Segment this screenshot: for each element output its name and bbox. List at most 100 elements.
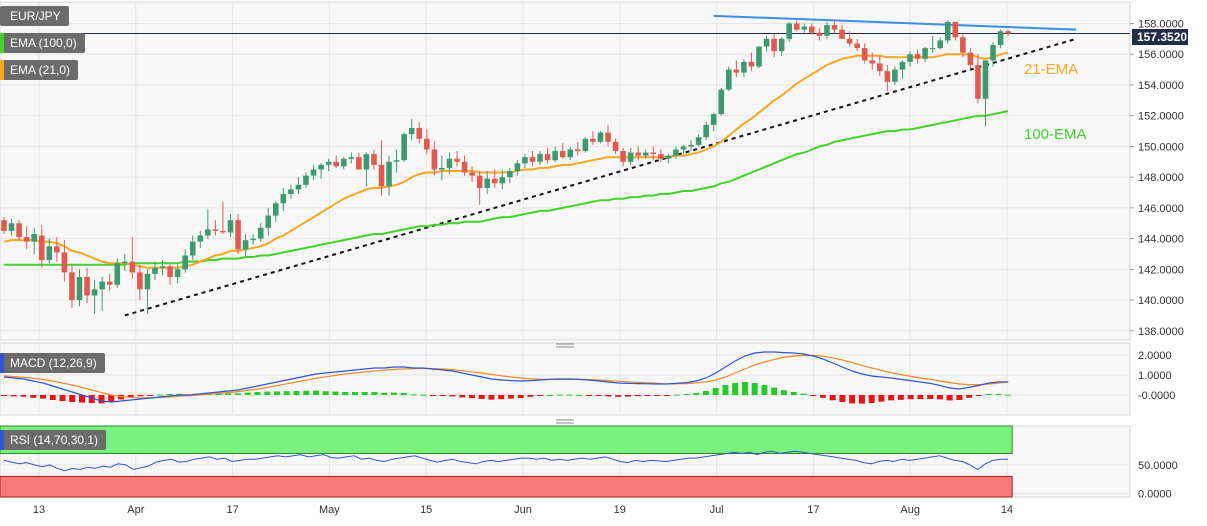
candle-body [650,152,657,155]
macd-histogram-bar [566,394,573,396]
legend-rsi[interactable]: RSI (14,70,30,1) [0,430,107,450]
candle-body [1005,31,1011,34]
candle-body [91,289,98,296]
macd-histogram-bar [858,395,865,404]
legend-ema100[interactable]: EMA (100,0) [0,33,85,53]
macd-histogram-bar [546,395,553,396]
macd-histogram-bar [576,395,583,396]
candle-body [152,267,158,274]
candle-body [824,25,830,36]
macd-histogram-bar [303,390,310,395]
legend-ema21[interactable]: EMA (21,0) [0,60,79,80]
candle-body [220,230,226,233]
macd-histogram-bar [888,395,895,401]
candle-body [741,61,747,73]
candle-body [922,48,928,59]
x-tick-label: May [319,504,340,516]
candle-body [318,164,324,170]
macd-histogram-bar [332,391,339,395]
macd-histogram-bar [868,395,875,403]
macd-histogram-bar [498,395,505,400]
candle-body [325,161,332,165]
macd-histogram-bar [30,395,37,398]
macd-histogram-bar [946,395,953,401]
macd-histogram-bar [995,394,1002,395]
y-tick-label-main: 138.0000 [1138,326,1184,338]
macd-histogram-bar [1005,394,1012,396]
macd-histogram-bar [663,395,670,396]
macd-histogram-bar [156,394,163,396]
macd-histogram-bar [595,395,602,396]
candle-body [144,273,151,290]
macd-histogram-bar [234,393,241,395]
macd-histogram-bar [849,395,856,404]
macd-histogram-bar [897,395,904,400]
candle-body [975,64,981,99]
candle-body [288,189,294,195]
macd-histogram-bar [371,392,378,395]
candle-body [960,37,966,53]
candle-body [295,184,302,190]
macd-histogram-bar [410,394,417,396]
candle-body [514,163,521,171]
candle-body [831,25,838,30]
macd-histogram-bar [400,393,407,395]
candle-body [861,48,868,61]
macd-histogram-bar [673,394,680,396]
candle-body [84,277,90,296]
candle-body [771,38,777,52]
macd-histogram-bar [98,395,105,404]
candle-body [265,215,272,228]
y-tick-label-main: 150.0000 [1138,141,1184,153]
candle-body [726,69,732,90]
macd-histogram-bar [108,395,115,402]
candle-body [786,23,792,39]
candle-body [507,171,513,178]
macd-histogram-bar [761,385,768,395]
macd-histogram-bar [449,395,456,397]
candle-body [476,175,483,188]
x-tick-label: Jun [514,504,532,516]
macd-histogram-bar [420,394,427,396]
candle-body [227,220,234,233]
candle-body [446,158,453,168]
macd-histogram-bar [39,395,46,399]
candle-body [280,194,287,204]
legend-symbol[interactable]: EUR/JPY [0,6,69,26]
candle-body [929,48,936,50]
candle-body [189,241,196,256]
candle-body [363,154,370,170]
candle-body [869,60,876,64]
macd-histogram-bar [966,395,973,398]
candle-body [303,175,309,185]
macd-histogram-bar [936,395,943,400]
macd-histogram-bar [322,391,329,395]
candle-body [401,134,407,161]
macd-histogram-bar [361,392,368,395]
candle-body [416,127,423,139]
macd-histogram-bar [634,395,641,397]
macd-histogram-bar [751,383,758,395]
legend-macd[interactable]: MACD (12,26,9) [0,353,105,373]
price-tag: 157.3520 [1137,30,1187,44]
candle-body [393,160,400,162]
candle-body [159,266,166,268]
candle-body [242,240,249,250]
macd-histogram-bar [771,387,778,395]
rsi-line [3,450,1009,472]
macd-histogram-bar [69,395,76,402]
y-tick-label-main: 154.0000 [1138,80,1184,92]
candle-body [235,220,241,250]
candle-body [582,138,589,152]
macd-histogram-bar [556,394,563,396]
candle-body [997,31,1004,46]
y-tick-label-main: 158.0000 [1138,19,1184,31]
candle-body [914,54,921,59]
candle-body [212,229,219,231]
x-tick-label: Apr [127,504,144,516]
macd-histogram-bar [127,395,134,398]
ema100-annotation: 100-EMA [1024,126,1087,143]
candle-body [61,252,68,273]
candle-body [552,151,558,161]
